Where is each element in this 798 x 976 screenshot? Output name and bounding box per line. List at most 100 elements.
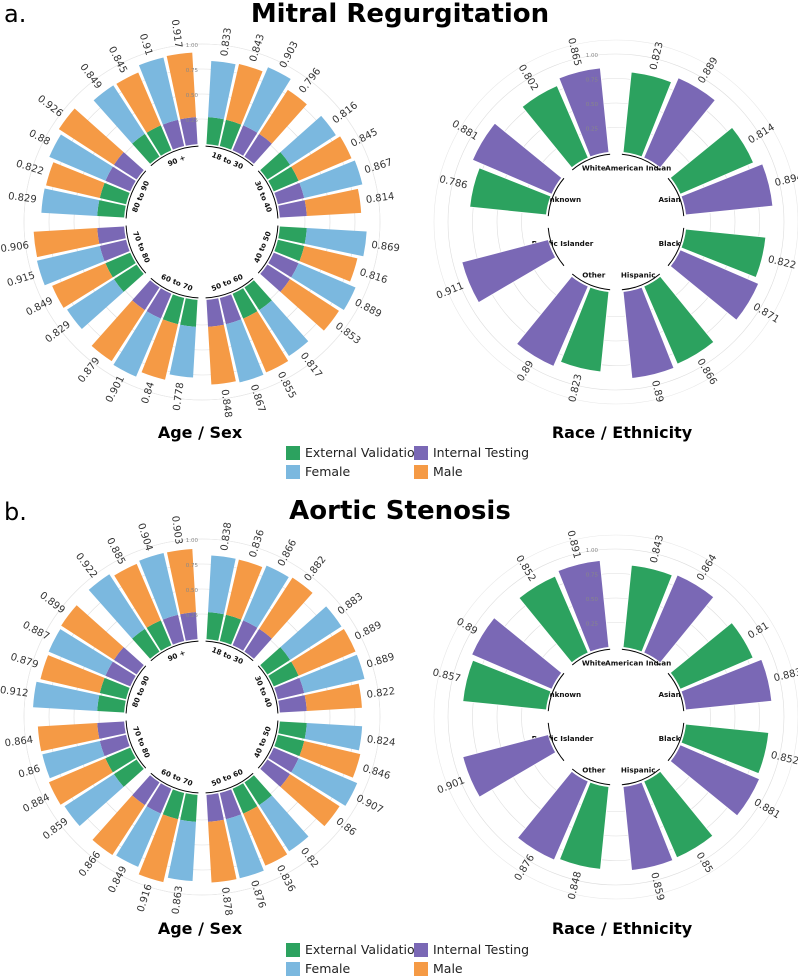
bar-dataset-internal	[105, 166, 136, 192]
group-label-90: 90 +	[166, 153, 187, 168]
panel-b-letter: b.	[4, 498, 27, 526]
bar-dataset-internal	[219, 789, 242, 820]
value-label: 0.857	[431, 667, 461, 684]
value-label: 0.883	[336, 591, 365, 617]
bar-dataset-external	[113, 264, 144, 292]
bar-dataset-external	[268, 661, 299, 687]
grid-circle-outer	[23, 538, 381, 896]
bar-dataset-internal	[180, 612, 198, 641]
bar-female	[259, 300, 309, 356]
bar-male	[225, 559, 263, 620]
legend-label-male: Male	[433, 464, 463, 479]
value-label: 0.891	[565, 529, 582, 559]
bar-internal	[471, 617, 563, 690]
bar-male	[208, 324, 236, 385]
grid-circle	[447, 53, 785, 391]
group-arc	[150, 277, 199, 299]
group-label-black: Black	[659, 734, 681, 743]
value-label: 0.889	[365, 651, 396, 670]
bar-male	[243, 311, 289, 373]
bar-male	[259, 577, 313, 639]
bar-dataset-internal	[146, 783, 172, 814]
bar-male	[291, 136, 352, 181]
y-tick-label: 1.00	[186, 538, 199, 544]
bar-male	[116, 72, 161, 133]
value-label: 0.911	[435, 281, 466, 302]
group-arc	[571, 273, 611, 291]
group-arc	[257, 720, 279, 769]
legend-swatch-female	[286, 962, 300, 976]
bar-dataset-internal	[180, 117, 198, 146]
bar-dataset-internal	[206, 793, 224, 822]
value-label: 0.852	[513, 554, 537, 584]
bar-dataset-internal	[113, 647, 144, 675]
bar-dataset-internal	[232, 620, 258, 651]
bar-internal	[471, 122, 563, 195]
bar-male	[299, 245, 358, 282]
bar-internal	[643, 77, 716, 169]
bar-dataset-external	[132, 628, 160, 659]
value-label: 0.778	[172, 382, 187, 412]
bar-male	[166, 548, 196, 615]
value-label: 0.864	[4, 735, 34, 750]
value-label: 0.81	[746, 621, 771, 642]
value-label: 0.786	[438, 174, 468, 191]
bar-female	[304, 723, 363, 751]
bar-female	[113, 311, 161, 377]
group-arc	[621, 273, 661, 291]
value-label: 0.907	[354, 793, 384, 816]
bar-external	[518, 575, 589, 664]
value-label: 0.89	[454, 616, 479, 637]
value-label: 0.903	[169, 515, 184, 545]
group-arc	[205, 772, 254, 794]
legend-label-male: Male	[433, 961, 463, 976]
group-arc	[125, 170, 147, 219]
value-label: 0.864	[695, 553, 719, 583]
y-tick-label: 0.25	[186, 118, 199, 124]
value-label: 0.876	[513, 853, 537, 883]
bar-male	[141, 319, 179, 380]
value-label: 0.822	[767, 254, 797, 271]
value-label: 0.889	[353, 297, 383, 320]
grid-circle	[48, 68, 356, 376]
bar-dataset-internal	[97, 226, 126, 244]
value-label: 0.899	[37, 590, 66, 616]
legend-swatch-female	[286, 465, 300, 479]
group-arc	[571, 768, 611, 786]
group-arc	[621, 648, 661, 666]
value-label: 0.845	[349, 127, 379, 150]
bar-dataset-external	[146, 125, 172, 156]
bar-male	[37, 723, 100, 752]
bar-male	[280, 279, 339, 331]
bar-dataset-external	[97, 695, 126, 713]
bar-female	[116, 806, 161, 867]
value-label: 0.866	[694, 357, 718, 387]
value-label: 0.926	[35, 93, 64, 119]
value-label: 0.869	[371, 240, 401, 255]
value-label: 0.88	[27, 128, 52, 148]
bar-male	[33, 228, 100, 258]
group-label-pacific-islander: Pacific Islander	[532, 239, 594, 248]
bar-female	[42, 740, 105, 779]
bar-external	[669, 126, 755, 195]
bar-external	[643, 275, 715, 365]
value-label: 0.912	[0, 685, 29, 700]
bar-male	[92, 795, 145, 856]
value-label: 0.916	[136, 883, 155, 914]
bar-male	[280, 774, 340, 827]
bar-dataset-external	[162, 294, 185, 325]
bar-dataset-internal	[162, 614, 185, 645]
group-label-70-to-80: 70 to 80	[131, 230, 152, 264]
group-label-hispanic: Hispanic	[621, 766, 656, 775]
bar-female	[169, 324, 196, 378]
bar-external	[622, 71, 673, 158]
bar-female	[64, 774, 124, 827]
value-label: 0.814	[365, 191, 395, 206]
group-arc	[667, 672, 685, 712]
value-label: 0.89	[649, 379, 665, 403]
bar-female	[291, 758, 358, 806]
legend-label-internal: Internal Testing	[433, 942, 529, 957]
bar-external	[521, 85, 589, 169]
value-label: 0.901	[104, 374, 127, 404]
value-label: 0.816	[358, 267, 389, 286]
